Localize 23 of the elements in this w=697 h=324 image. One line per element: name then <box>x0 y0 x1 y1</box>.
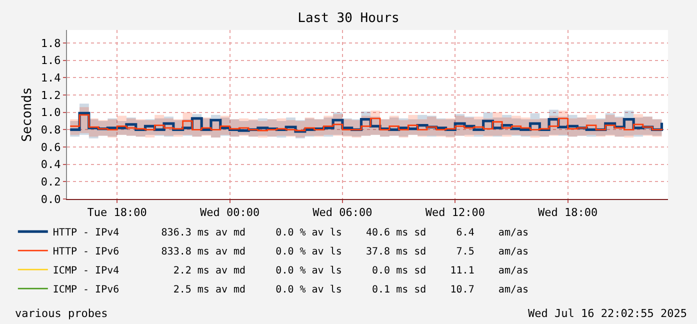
y-tick-label: 0.8 <box>40 124 61 137</box>
x-tick-label: Wed 12:00 <box>425 206 485 220</box>
x-tick-label: Wed 18:00 <box>538 206 598 220</box>
x-tick-label: Wed 00:00 <box>200 206 260 220</box>
y-tick-label: 1.6 <box>40 54 61 68</box>
y-tick-label: 0.0 <box>40 192 61 206</box>
legend-label: HTTP - IPv4 836.3 ms av md 0.0 % av ls 40.6 ms sd 6.4 am/as <box>52 227 529 238</box>
x-tick-label: Wed 06:00 <box>312 206 372 220</box>
y-tick-label: 0.6 <box>40 140 61 154</box>
legend-label: ICMP - IPv4 2.2 ms av md 0.0 % av ls 0.0 ms sd 11.1 am/as <box>52 265 529 276</box>
y-tick-label: 1.2 <box>40 88 61 102</box>
chart-title: Last 30 Hours <box>298 11 400 26</box>
x-tick-label: Tue 18:00 <box>87 206 147 220</box>
y-tick-label: 1.8 <box>40 36 61 50</box>
y-tick-label: 1.4 <box>40 72 62 85</box>
y-tick-label: 0.4 <box>40 158 62 172</box>
text: Wed Jul 16 22:02:55 2025 <box>528 307 687 320</box>
text: various probes <box>15 307 108 320</box>
y-tick-label: 1.0 <box>40 106 61 120</box>
y-axis-title: Seconds <box>20 87 35 142</box>
legend-label: ICMP - IPv6 2.5 ms av md 0.0 % av ls 0.1 ms sd 10.7 am/as <box>52 284 529 296</box>
y-tick-label: 0.2 <box>40 176 61 189</box>
legend-label: HTTP - IPv6 833.8 ms av md 0.0 % av ls 37.8 ms sd 7.5 am/as <box>52 246 529 258</box>
